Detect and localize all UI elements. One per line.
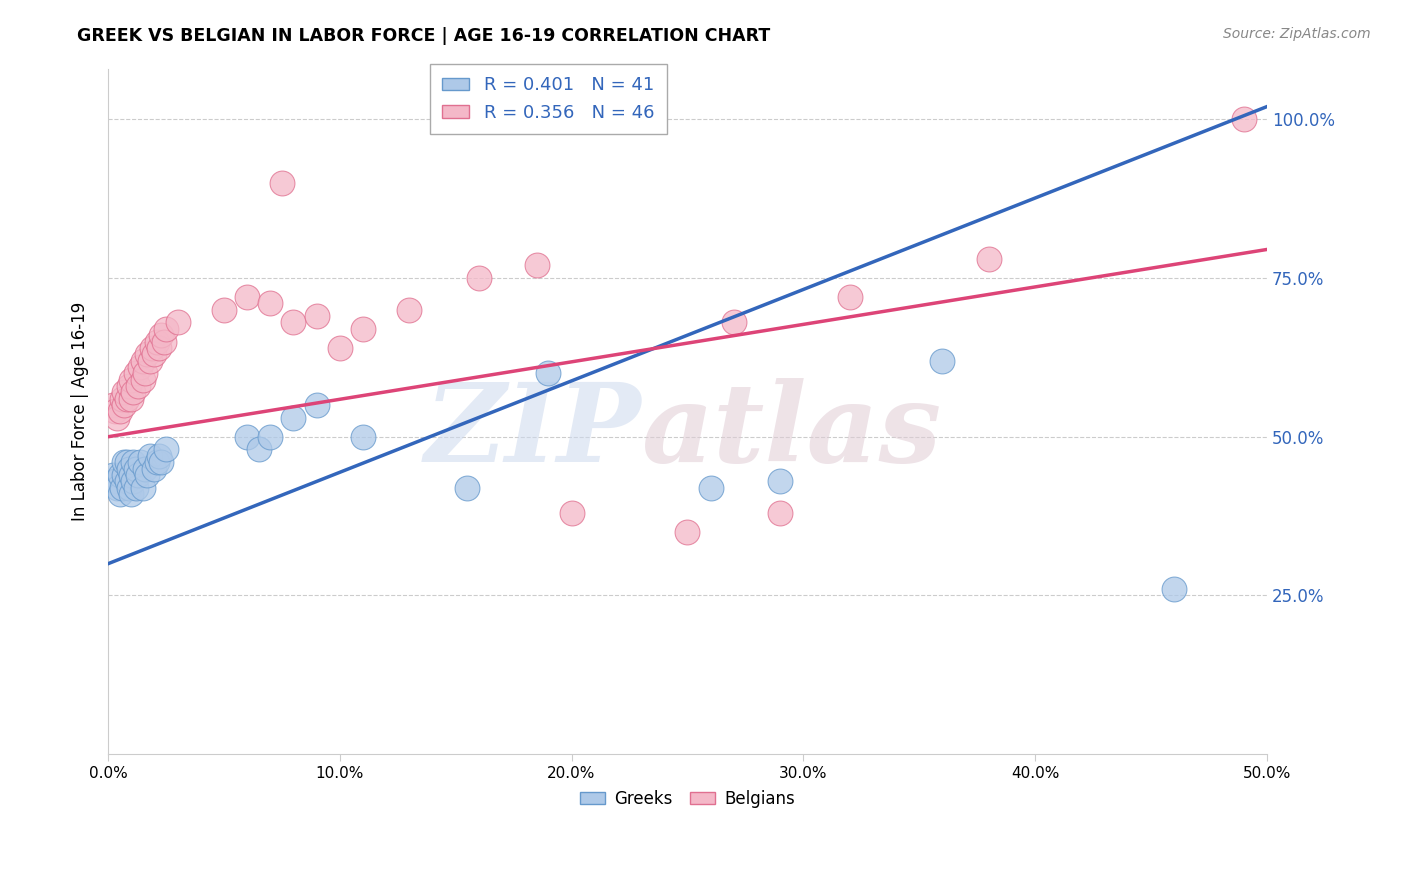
Point [127,467,149,482]
Point [132,353,155,368]
Point [236,430,259,444]
Point [676,524,699,539]
Point [352,322,374,336]
Point [136,347,159,361]
Point [122,474,145,488]
Point [134,461,156,475]
Point [769,506,792,520]
Point [150,455,173,469]
Point [118,379,141,393]
Point [141,341,163,355]
Point [101,467,124,482]
Point [699,481,721,495]
Point [108,487,131,501]
Point [977,252,1000,266]
Point [108,467,131,482]
Point [247,442,270,457]
Point [150,328,173,343]
Point [115,455,138,469]
Point [115,392,138,406]
Point [112,455,135,469]
Point [283,410,305,425]
Point [537,366,560,380]
Point [212,302,235,317]
Point [305,309,328,323]
Point [105,410,128,425]
Point [112,398,135,412]
Point [305,398,328,412]
Point [132,481,155,495]
Text: ZIP: ZIP [425,378,641,485]
Point [136,467,159,482]
Point [1233,112,1256,127]
Point [166,316,188,330]
Point [111,481,134,495]
Point [259,430,281,444]
Point [148,449,170,463]
Point [120,373,142,387]
Point [769,474,792,488]
Point [931,353,953,368]
Point [155,442,177,457]
Point [125,366,148,380]
Point [283,316,305,330]
Point [134,366,156,380]
Legend: Greeks, Belgians: Greeks, Belgians [572,783,801,814]
Point [152,334,174,349]
Point [456,481,478,495]
Point [270,176,292,190]
Point [129,455,152,469]
Text: Source: ZipAtlas.com: Source: ZipAtlas.com [1223,27,1371,41]
Point [105,481,128,495]
Point [398,302,420,317]
Y-axis label: In Labor Force | Age 16-19: In Labor Force | Age 16-19 [72,301,89,521]
Point [122,385,145,400]
Point [526,258,548,272]
Point [111,392,134,406]
Point [155,322,177,336]
Point [329,341,352,355]
Point [1163,582,1185,596]
Point [138,353,160,368]
Point [125,461,148,475]
Point [108,404,131,418]
Point [352,430,374,444]
Point [143,347,166,361]
Point [118,481,141,495]
Point [561,506,583,520]
Point [259,296,281,310]
Text: atlas: atlas [641,378,942,485]
Point [838,290,860,304]
Point [723,316,745,330]
Point [129,359,152,374]
Point [120,467,142,482]
Point [127,379,149,393]
Point [143,461,166,475]
Point [145,455,167,469]
Point [148,341,170,355]
Point [468,271,491,285]
Text: GREEK VS BELGIAN IN LABOR FORCE | AGE 16-19 CORRELATION CHART: GREEK VS BELGIAN IN LABOR FORCE | AGE 16… [77,27,770,45]
Point [122,455,145,469]
Point [101,398,124,412]
Point [138,449,160,463]
Point [112,385,135,400]
Point [145,334,167,349]
Point [104,474,127,488]
Point [118,461,141,475]
Point [120,487,142,501]
Point [120,392,142,406]
Point [104,404,127,418]
Point [236,290,259,304]
Point [115,474,138,488]
Point [112,467,135,482]
Point [125,481,148,495]
Point [132,373,155,387]
